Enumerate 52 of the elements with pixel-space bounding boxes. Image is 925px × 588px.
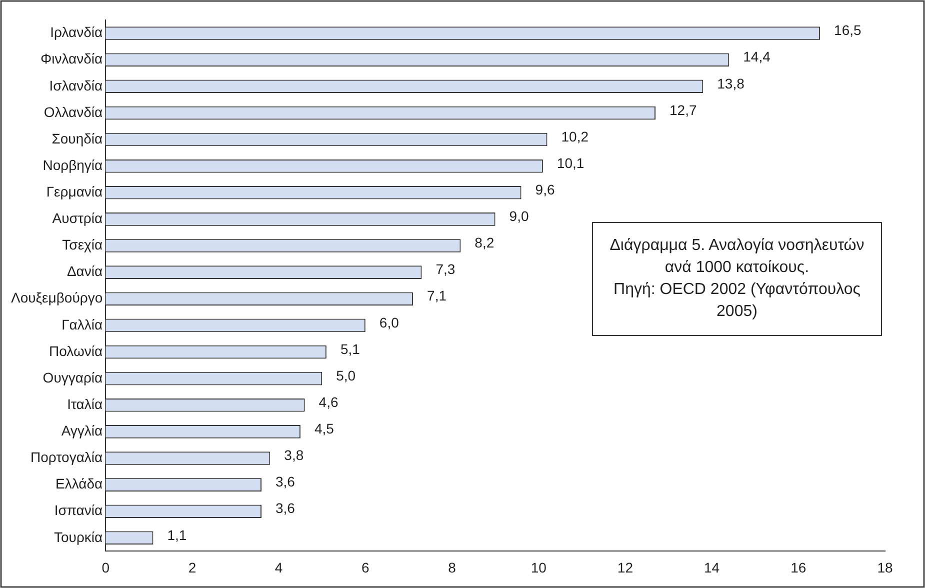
data-label: 5,0	[336, 367, 356, 384]
data-label: 6,0	[379, 314, 400, 330]
data-label: 7,1	[427, 288, 447, 304]
data-label: 9,6	[535, 182, 555, 198]
y-tick-label: Πολωνία	[49, 342, 103, 359]
y-tick-label: Αγγλία	[61, 422, 103, 439]
annotation: Πηγή: OECD 2002 (Υφαντόπουλος 2005)	[612, 280, 862, 322]
y-tick-label: Νορβηγία	[42, 156, 103, 173]
data-label: 8,2	[474, 234, 494, 251]
y-tick-label: Ιταλία	[67, 396, 103, 412]
data-label: 5,1	[340, 340, 360, 357]
data-label: 4,6	[318, 394, 338, 410]
x-tick-label: 18	[877, 559, 893, 576]
y-tick-label: Δανία	[66, 263, 103, 280]
y-tick-label: Ισπανία	[54, 502, 103, 518]
x-tick-label: 10	[530, 559, 547, 576]
y-tick-label: Ουγγαρία	[42, 369, 103, 386]
y-tick-label: Λουξεμβούργο	[10, 290, 103, 306]
data-label: 3,6	[275, 500, 296, 516]
y-tick-label: Τουρκία	[54, 528, 103, 545]
x-tick-label: 2	[188, 559, 196, 576]
y-tick-label: Φινλανδία	[40, 50, 103, 67]
data-label: 3,6	[275, 474, 296, 490]
y-tick-label: Γαλλία	[62, 316, 103, 332]
data-label: 16,5	[834, 22, 862, 38]
data-label: 1,1	[167, 526, 187, 543]
x-tick-label: 16	[790, 559, 806, 576]
y-tick-label: Αυστρία	[52, 210, 103, 226]
data-label: 14,4	[743, 48, 771, 65]
text: Διάγραμμα 5. Αναλογία νοσηλευτών ανά 1000 κατοίκους.	[608, 236, 866, 278]
data-label: 9,0	[509, 208, 529, 224]
y-tick-label: Πορτογαλία	[30, 449, 103, 466]
data-label: 10,2	[561, 128, 589, 144]
y-tick-label: Σουηδία	[52, 130, 103, 146]
data-label: 7,3	[436, 261, 456, 278]
y-tick-label: Γερμανία	[46, 184, 103, 200]
data-label: 12,7	[670, 102, 697, 118]
data-label: 3,8	[284, 447, 304, 464]
y-tick-label: Ελλάδα	[56, 476, 103, 492]
x-tick-label: 8	[448, 559, 456, 576]
x-tick-label: 14	[704, 559, 720, 576]
data-label: 4,5	[314, 420, 334, 437]
y-tick-label: Ιρλανδία	[50, 24, 103, 40]
y-tick-label: Τσεχία	[62, 236, 103, 253]
data-label: 13,8	[717, 75, 745, 92]
data-label: 10,1	[556, 154, 584, 171]
y-tick-label: Ολλανδία	[44, 104, 103, 120]
x-tick-label: 12	[617, 559, 634, 576]
y-tick-label: Ισλανδία	[49, 77, 103, 94]
x-tick-label: 0	[102, 559, 110, 576]
x-tick-label: 4	[274, 559, 283, 576]
x-tick-label: 6	[362, 559, 370, 576]
